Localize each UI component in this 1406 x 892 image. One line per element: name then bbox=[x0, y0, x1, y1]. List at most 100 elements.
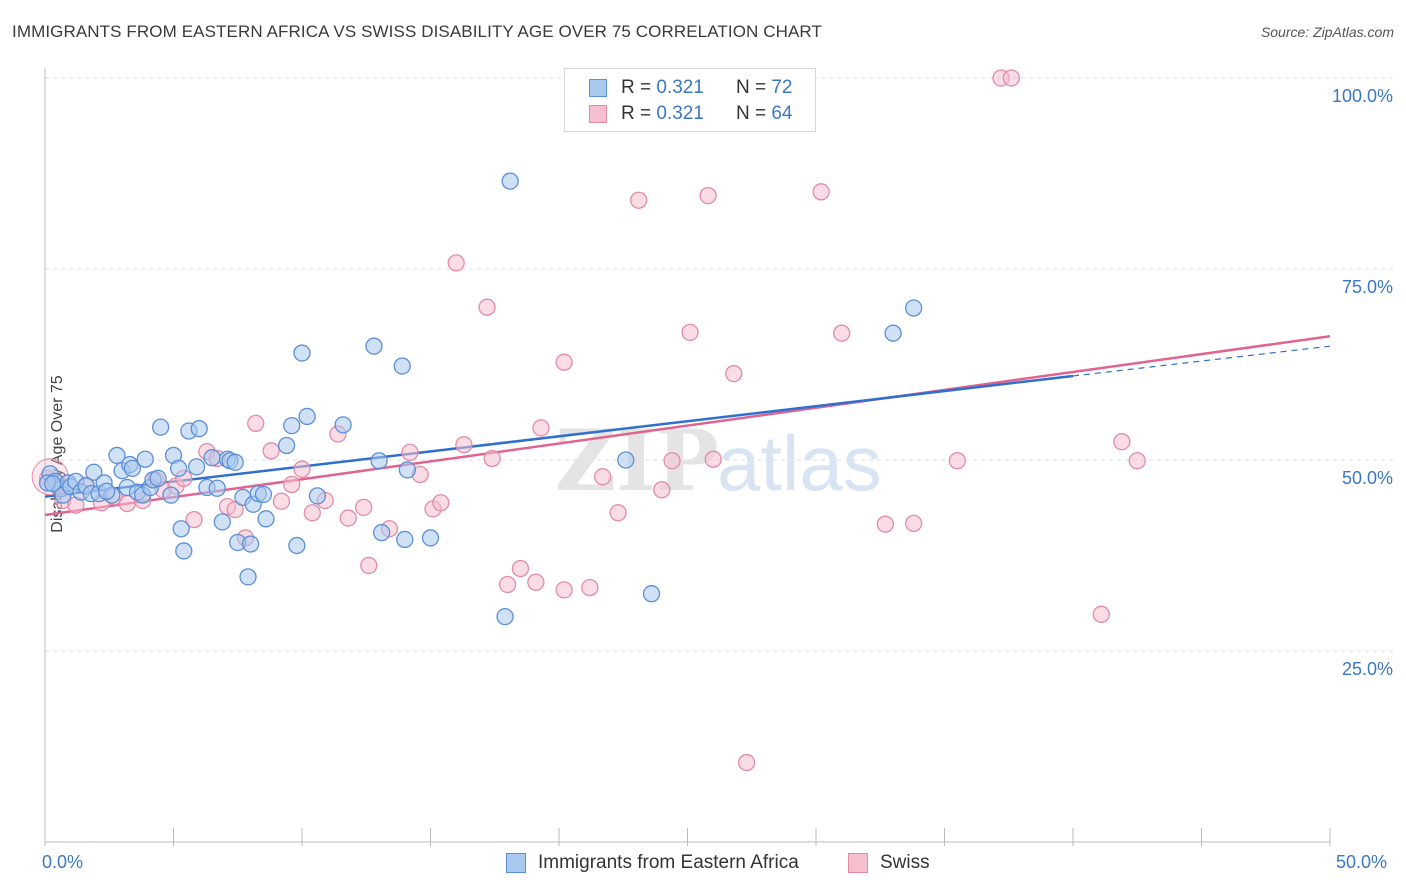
swiss-point bbox=[360, 556, 378, 575]
swiss-point bbox=[948, 452, 966, 470]
swiss-point bbox=[432, 494, 450, 512]
swiss-point bbox=[833, 324, 851, 342]
eastern-africa-points bbox=[38, 172, 923, 626]
legend-row-swiss: R = 0.321 N = 64 bbox=[589, 103, 792, 125]
swiss-point bbox=[303, 504, 321, 522]
eastern-africa-point bbox=[617, 451, 635, 469]
eastern-africa-point bbox=[85, 463, 103, 481]
axes bbox=[44, 68, 1331, 846]
legend: R = 0.321 N = 72 R = 0.321 N = 64 bbox=[564, 68, 816, 132]
bottom-legend-swatch-pink bbox=[848, 853, 868, 873]
swiss-point bbox=[737, 753, 756, 772]
swiss-point bbox=[511, 559, 530, 578]
eastern-africa-point bbox=[288, 536, 306, 555]
swiss-point bbox=[483, 449, 501, 468]
eastern-africa-point bbox=[257, 510, 275, 528]
eastern-africa-point bbox=[370, 452, 388, 470]
swiss-point bbox=[594, 468, 612, 486]
swiss-point bbox=[699, 187, 717, 205]
bottom-legend: Immigrants from Eastern Africa Swiss bbox=[0, 852, 1406, 876]
swiss-point bbox=[555, 581, 573, 599]
bottom-legend-swatch-blue bbox=[506, 853, 526, 873]
y-tick-label: 50.0% bbox=[1342, 468, 1393, 488]
gridlines bbox=[45, 77, 1395, 652]
swiss-point bbox=[630, 191, 648, 209]
eastern-africa-point bbox=[108, 446, 126, 465]
eastern-africa-trend-line bbox=[44, 374, 1074, 498]
eastern-africa-point bbox=[642, 585, 661, 603]
eastern-africa-point bbox=[162, 486, 180, 504]
swiss-point bbox=[812, 183, 830, 201]
eastern-africa-point bbox=[208, 479, 226, 497]
eastern-africa-point bbox=[203, 449, 221, 467]
eastern-africa-point bbox=[905, 299, 923, 317]
swiss-point bbox=[283, 475, 301, 494]
x-tick-label-min: 0.0% bbox=[42, 852, 84, 872]
swiss-point bbox=[581, 578, 599, 597]
y-tick-label: 100.0% bbox=[1332, 86, 1393, 106]
swiss-point bbox=[401, 443, 419, 462]
eastern-africa-point bbox=[501, 172, 519, 190]
source-note: Source: ZipAtlas.com bbox=[1260, 24, 1394, 40]
eastern-africa-point bbox=[884, 324, 902, 342]
swiss-point bbox=[293, 460, 311, 478]
swiss-point bbox=[725, 365, 743, 383]
legend-n-label: N = bbox=[735, 103, 767, 124]
swiss-point bbox=[704, 450, 722, 468]
eastern-africa-point bbox=[187, 458, 206, 476]
legend-row-eastern-africa: R = 0.321 N = 72 bbox=[589, 77, 792, 99]
eastern-africa-point bbox=[334, 416, 352, 434]
swiss-point bbox=[455, 436, 473, 454]
swiss-point bbox=[1128, 452, 1146, 470]
eastern-africa-point bbox=[496, 607, 514, 626]
swiss-point bbox=[532, 419, 550, 437]
swiss-point bbox=[262, 442, 280, 460]
eastern-africa-point bbox=[172, 520, 190, 538]
swiss-point bbox=[527, 573, 545, 591]
swiss-point bbox=[447, 254, 465, 272]
eastern-africa-point bbox=[190, 420, 208, 438]
legend-r-label: R = bbox=[621, 103, 652, 124]
eastern-africa-point bbox=[136, 450, 154, 468]
eastern-africa-point bbox=[308, 487, 327, 505]
x-tick-label-max: 50.0% bbox=[1336, 852, 1388, 872]
legend-n-label: N = bbox=[735, 77, 767, 98]
swiss-point bbox=[339, 509, 357, 527]
eastern-africa-point bbox=[393, 357, 411, 375]
swiss-point bbox=[226, 501, 244, 519]
eastern-africa-point bbox=[254, 485, 273, 504]
bottom-legend-item-eastern-africa[interactable]: Immigrants from Eastern Africa bbox=[506, 852, 799, 874]
swiss-point bbox=[1113, 433, 1131, 451]
legend-swatch-pink bbox=[589, 105, 607, 123]
swiss-point bbox=[876, 515, 895, 533]
eastern-africa-trend-extension bbox=[1072, 345, 1331, 377]
legend-swatch-blue bbox=[589, 79, 607, 97]
swiss-point bbox=[663, 452, 681, 470]
legend-n-value: 72 bbox=[771, 77, 793, 98]
swiss-point bbox=[609, 504, 627, 522]
legend-n-value: 64 bbox=[771, 103, 793, 124]
eastern-africa-point bbox=[151, 418, 170, 436]
watermark-atlas: atlas bbox=[717, 419, 882, 507]
swiss-point bbox=[498, 575, 517, 594]
legend-r-value: 0.321 bbox=[656, 103, 704, 124]
y-tick-label: 75.0% bbox=[1342, 277, 1393, 297]
eastern-africa-point bbox=[396, 530, 414, 549]
eastern-africa-point bbox=[169, 459, 188, 478]
swiss-point bbox=[247, 414, 265, 432]
swiss-point bbox=[1002, 69, 1020, 87]
swiss-point bbox=[272, 492, 291, 510]
eastern-africa-point bbox=[373, 523, 391, 542]
eastern-africa-point bbox=[277, 436, 296, 455]
swiss-points bbox=[31, 69, 1146, 772]
chart-title: IMMIGRANTS FROM EASTERN AFRICA VS SWISS … bbox=[12, 22, 822, 41]
eastern-africa-point bbox=[241, 535, 260, 553]
swiss-point bbox=[653, 481, 671, 499]
eastern-africa-point bbox=[239, 568, 257, 586]
eastern-africa-point bbox=[44, 475, 62, 493]
bottom-legend-item-swiss[interactable]: Swiss bbox=[848, 852, 930, 874]
bottom-legend-label: Swiss bbox=[880, 852, 930, 873]
legend-r-label: R = bbox=[621, 77, 652, 98]
eastern-africa-point bbox=[298, 407, 316, 426]
